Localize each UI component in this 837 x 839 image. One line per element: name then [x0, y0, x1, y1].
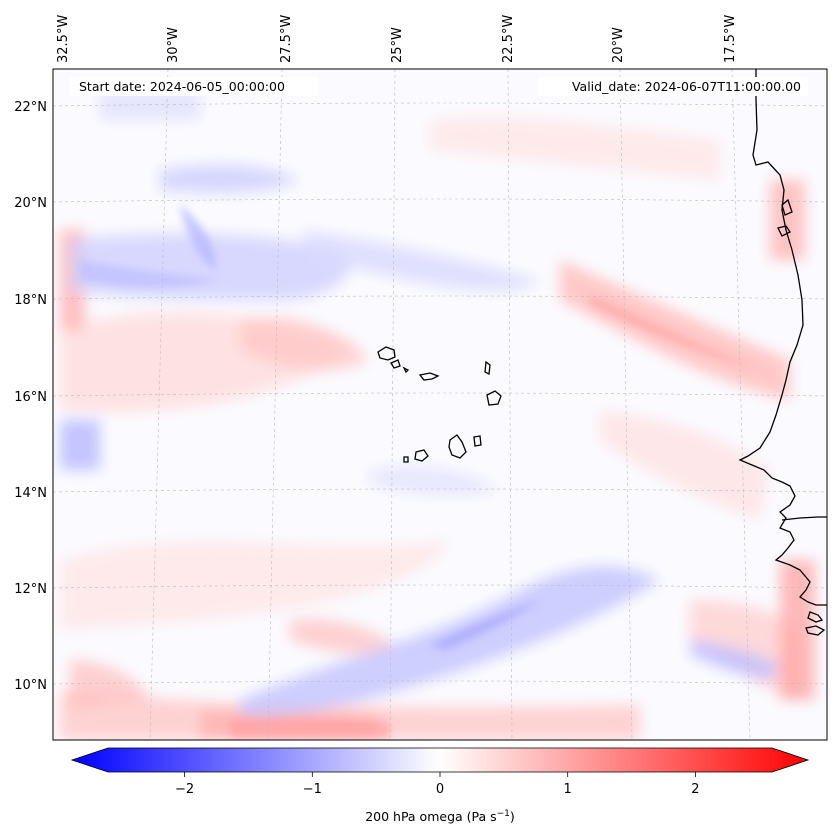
colorbar-tick-label: −2	[175, 782, 194, 797]
cape-verde-islands	[377, 346, 502, 463]
start-date-box	[70, 77, 318, 96]
graticule	[53, 69, 827, 740]
island-santa-luzia	[402, 366, 410, 374]
lon-label-17-5w: 17.5°W	[723, 15, 738, 63]
longitude-labels: 32.5°W 30°W 27.5°W 25°W 22.5°W 20°W 17.5…	[56, 15, 738, 63]
lat-label-10n: 10°N	[14, 678, 47, 693]
lat-label-22n: 22°N	[14, 100, 47, 115]
lat-label-12n: 12°N	[14, 582, 47, 597]
omega-field	[60, 90, 815, 740]
lon-label-25w: 25°W	[390, 27, 405, 63]
coast-west-sahara-bump	[781, 198, 793, 216]
lon-label-32-5w: 32.5°W	[56, 15, 71, 63]
island-boa-vista	[486, 390, 502, 406]
colorbar-body	[70, 747, 810, 773]
coast-islands-south	[805, 611, 826, 636]
lat-label-14n: 14°N	[14, 486, 47, 501]
colorbar: −2 −1 0 1 2 200 hPa omega (Pa s−1)	[70, 747, 810, 824]
island-sal	[484, 360, 491, 375]
lat-label-18n: 18°N	[14, 293, 47, 308]
colorbar-tick-label: −1	[303, 782, 322, 797]
island-brava	[403, 456, 409, 463]
lat-label-20n: 20°N	[14, 196, 47, 211]
valid-date-box	[538, 77, 808, 96]
island-maio	[473, 435, 482, 447]
lon-label-20w: 20°W	[611, 27, 626, 63]
coast-cape-bump	[777, 225, 791, 237]
valid-date-text: Valid_date: 2024-06-07T11:00:00.00	[572, 79, 801, 94]
island-santo-antao	[377, 346, 396, 361]
latitude-labels: 22°N 20°N 18°N 16°N 14°N 12°N 10°N	[14, 100, 47, 693]
start-date-text: Start date: 2024-06-05_00:00:00	[79, 79, 285, 94]
lon-label-27-5w: 27.5°W	[279, 15, 294, 63]
coast-inlet	[781, 516, 827, 521]
island-fogo	[414, 449, 429, 462]
map-frame	[52, 68, 828, 741]
colorbar-label: 200 hPa omega (Pa s−1)	[365, 809, 515, 824]
africa-coastline	[738, 69, 827, 606]
lon-label-30w: 30°W	[166, 27, 181, 63]
island-santiago	[448, 434, 467, 459]
lon-label-22-5w: 22.5°W	[501, 15, 516, 63]
lat-label-16n: 16°N	[14, 390, 47, 405]
island-sao-vicente	[390, 359, 401, 369]
colorbar-tick-label: 1	[564, 782, 572, 797]
colorbar-ticks: −2 −1 0 1 2	[175, 772, 700, 797]
coastlines	[738, 69, 827, 636]
island-sao-nicolau	[418, 372, 440, 381]
colorbar-tick-label: 2	[691, 782, 699, 797]
colorbar-tick-label: 0	[436, 782, 444, 797]
